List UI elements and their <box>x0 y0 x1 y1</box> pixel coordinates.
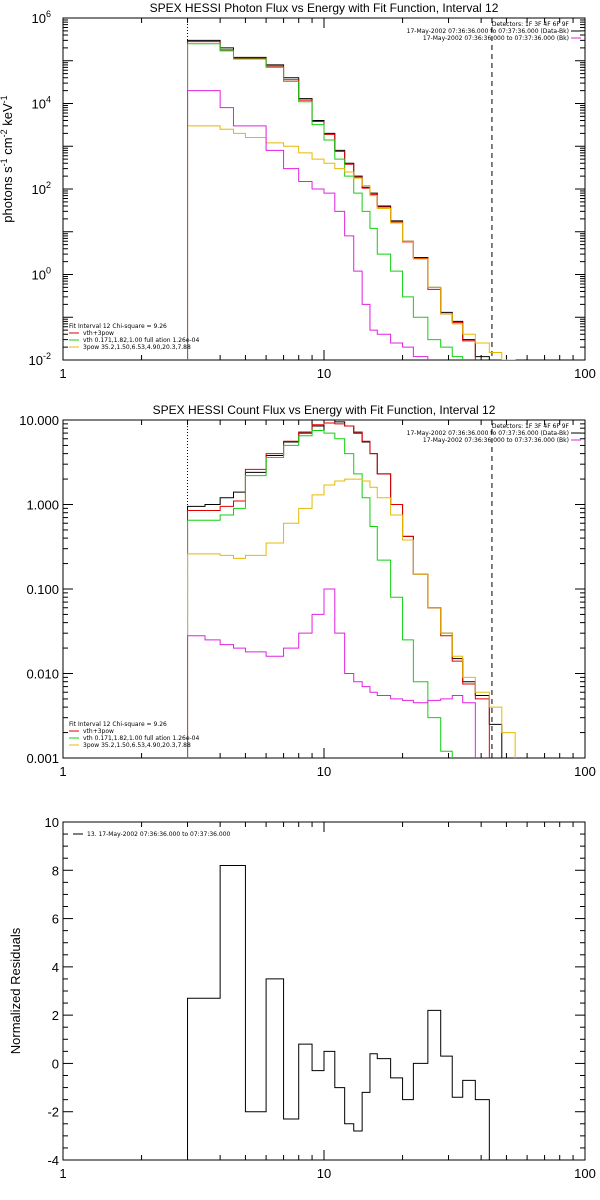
legend-text: vth+3pow <box>83 728 114 735</box>
legend-text: 17-May-2002 07:36:36.000 to 07:37:36.000… <box>407 430 569 437</box>
x-tick-label: 10 <box>317 366 331 381</box>
y-tick-label: -4 <box>47 1153 59 1168</box>
y-tick-label: 10.000 <box>19 413 59 428</box>
y-tick-label: 106 <box>32 9 51 26</box>
y-tick-label: 1.000 <box>26 498 59 513</box>
series-line-2 <box>187 422 490 758</box>
series-line-5 <box>187 588 476 758</box>
x-tick-label: 10 <box>317 764 331 779</box>
series-line-1 <box>187 420 503 758</box>
series-line-5 <box>187 90 429 360</box>
y-tick-label: 2 <box>52 1008 59 1023</box>
legend-text: vth 0.171,1.82,1.00 full ation 1.26e-04 <box>83 337 199 344</box>
series-line-4 <box>187 125 516 360</box>
plot-frame <box>62 821 586 1161</box>
y-tick-label: 102 <box>32 180 51 197</box>
chart-panel-3: 1 10 100 10 8 6 4 2 0 -2 -4 Normalized Residuals 13.… <box>8 815 596 1181</box>
x-tick-label: 1 <box>59 366 66 381</box>
chart-title: SPEX HESSI Count Flux vs Energy with Fit… <box>153 403 496 417</box>
series-line-3 <box>187 430 453 758</box>
legend-text: 17-May-2002 07:36:36.000 to 07:37:36.000… <box>407 28 569 35</box>
legend-text: 17-May-2002 07:36:36.000 to 07:37:36.000… <box>423 35 569 42</box>
series-line-1 <box>187 39 503 360</box>
legend-text: 3pow 35.2,1.50,6.53,4.90,20.3,7.88 <box>83 344 191 351</box>
x-tick-label: 100 <box>574 764 596 779</box>
y-tick-label: 8 <box>52 863 59 878</box>
y-axis-label: photons s-1 cm-2 keV-1 <box>0 95 15 222</box>
y-tick-label: 0.010 <box>26 667 59 682</box>
y-tick-label: 4 <box>52 960 59 975</box>
legend-text: Detectors: 1F 3F 4F 6F 9F <box>492 21 570 28</box>
x-tick-label: 100 <box>574 366 596 381</box>
x-tick-label: 1 <box>59 1166 66 1181</box>
y-axis-label: Normalized Residuals <box>8 927 23 1054</box>
legend-text: 3pow 35.2,1.50,6.53,4.90,20.3,7.88 <box>83 742 191 749</box>
legend-text: Detectors: 1F 3F 4F 6F 9F <box>492 423 570 430</box>
series-line-4 <box>187 478 516 758</box>
series-line-3 <box>187 43 464 360</box>
y-tick-label: 104 <box>32 95 51 112</box>
legend-text: Fit Interval 12 Chi-square = 9.26 <box>69 721 167 728</box>
y-tick-label: 0.100 <box>26 582 59 597</box>
y-tick-label: 10-2 <box>29 351 51 368</box>
y-tick-label: 0 <box>52 1056 59 1071</box>
series-group <box>187 39 516 360</box>
y-tick-label: 100 <box>32 266 51 283</box>
y-tick-label: 6 <box>52 912 59 927</box>
legend-text: vth 0.171,1.82,1.00 full ation 1.26e-04 <box>83 735 199 742</box>
series-group <box>187 864 503 1160</box>
chart-title: SPEX HESSI Photon Flux vs Energy with Fi… <box>150 1 499 15</box>
legend-text: Fit Interval 12 Chi-square = 9.26 <box>69 323 167 330</box>
chart-panel-2: SPEX HESSI Count Flux vs Energy with Fit… <box>19 403 596 779</box>
y-tick-label: 0.001 <box>26 751 59 766</box>
x-tick-label: 10 <box>317 1166 331 1181</box>
legend-text: vth+3pow <box>83 330 114 337</box>
series-group <box>187 420 516 758</box>
chart-panel-1: SPEX HESSI Photon Flux vs Energy with Fi… <box>0 1 596 381</box>
x-tick-label: 1 <box>59 764 66 779</box>
legend-text: 17-May-2002 07:36:36.000 to 07:37:36.000… <box>423 437 569 444</box>
series-line-2 <box>187 41 476 360</box>
series-line-1 <box>187 864 503 1160</box>
legend-text: 13. 17-May-2002 07:36:36.000 to 07:37:36… <box>87 831 231 838</box>
y-tick-label: -2 <box>47 1105 59 1120</box>
x-tick-label: 100 <box>574 1166 596 1181</box>
y-tick-label: 10 <box>45 815 59 830</box>
